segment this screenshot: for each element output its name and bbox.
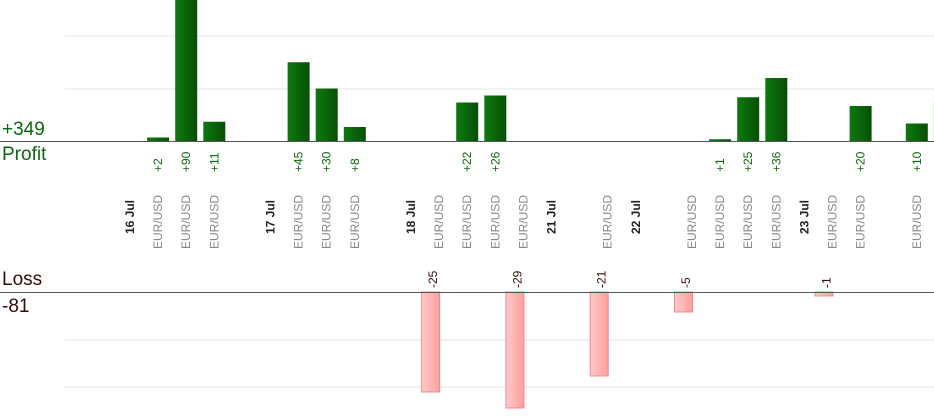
profit-value-label: +45 — [292, 151, 306, 172]
symbol-label: EUR/USD — [713, 195, 727, 249]
profit-bar — [175, 0, 197, 141]
profit-bar — [456, 103, 478, 142]
loss-total: -81 — [2, 297, 29, 317]
profit-value-label: +8 — [348, 158, 362, 172]
loss-bar — [675, 292, 693, 312]
symbol-label: EUR/USD — [910, 195, 924, 249]
loss-value-label: -29 — [510, 270, 524, 288]
loss-value-label: -25 — [426, 270, 440, 288]
symbol-label: EUR/USD — [151, 195, 165, 249]
labels: 16 Jul 17 Jul 18 Jul 21 Jul 22 Jul 23 Jul +2 EU… — [123, 151, 934, 288]
profit-value-label: +90 — [179, 151, 193, 172]
profit-value-label: +26 — [488, 151, 502, 172]
symbol-label: EUR/USD — [320, 195, 334, 249]
loss-value-label: -21 — [595, 270, 609, 288]
profit-total: +349 — [2, 120, 45, 140]
profit-value-label: +11 — [207, 152, 221, 172]
profit-bar — [709, 139, 731, 141]
symbol-label: EUR/USD — [741, 195, 755, 249]
date-label: 17 Jul — [264, 200, 278, 234]
loss-label: Loss — [2, 270, 42, 290]
loss-bar — [506, 292, 524, 408]
symbol-label: EUR/USD — [179, 195, 193, 249]
profit-label: Profit — [2, 145, 46, 165]
loss-bar — [590, 292, 608, 376]
symbol-label: EUR/USD — [460, 195, 474, 249]
profit-value-label: +22 — [460, 151, 474, 172]
profit-value-label: +1 — [713, 158, 727, 172]
symbol-label: EUR/USD — [348, 195, 362, 249]
profit-bar — [765, 78, 787, 141]
symbol-label: EUR/USD — [207, 195, 221, 249]
symbol-label: EUR/USD — [769, 195, 783, 249]
profit-bar — [344, 127, 366, 141]
loss-bar — [422, 292, 440, 392]
date-label: 23 Jul — [797, 200, 811, 234]
profit-value-label: +25 — [741, 151, 755, 172]
symbol-label: EUR/USD — [601, 195, 615, 249]
profit-bar — [147, 138, 169, 142]
profit-bar — [850, 106, 872, 141]
symbol-label: EUR/USD — [826, 195, 840, 249]
symbol-label: EUR/USD — [292, 195, 306, 249]
symbol-label: EUR/USD — [516, 195, 530, 249]
profit-bar — [203, 122, 225, 141]
profit-value-label: +30 — [320, 151, 334, 172]
profit-bar — [316, 89, 338, 142]
profit-value-label: +20 — [854, 151, 868, 172]
symbol-label: EUR/USD — [854, 195, 868, 249]
symbol-label: EUR/USD — [488, 195, 502, 249]
profit-value-label: +36 — [769, 151, 783, 172]
profit-bar — [906, 124, 928, 142]
date-label: 16 Jul — [123, 200, 137, 234]
profit-value-label: +2 — [151, 158, 165, 172]
date-label: 18 Jul — [404, 200, 418, 234]
loss-value-label: -1 — [820, 277, 834, 288]
symbol-label: EUR/USD — [685, 195, 699, 249]
profit-bar — [737, 97, 759, 141]
date-label: 21 Jul — [545, 200, 559, 234]
date-label: 22 Jul — [629, 200, 643, 234]
symbol-label: EUR/USD — [432, 195, 446, 249]
profit-bar — [484, 96, 506, 142]
loss-value-label: -5 — [679, 277, 693, 288]
profit-value-label: +10 — [910, 151, 924, 172]
profit-bar — [288, 62, 310, 141]
